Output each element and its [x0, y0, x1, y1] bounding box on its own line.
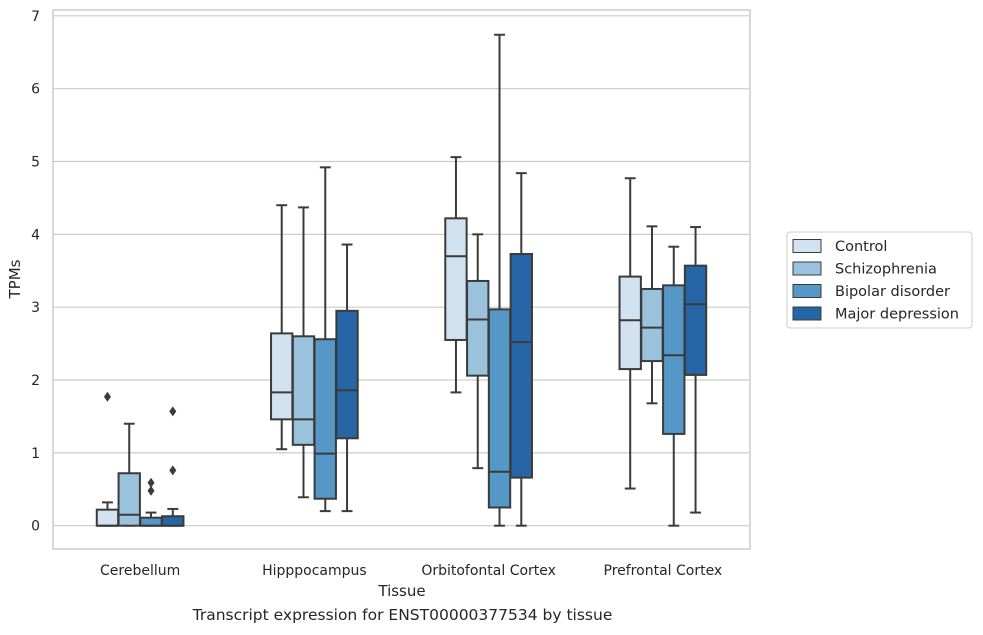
box: [95, 508, 120, 527]
box: [139, 516, 163, 527]
box: [444, 217, 468, 341]
legend-frame: [786, 231, 973, 329]
series-control: [95, 156, 642, 527]
y-tick-label: 2: [31, 373, 40, 389]
box: [270, 332, 294, 421]
y-tick-label: 3: [31, 300, 40, 316]
legend-swatch: [792, 239, 822, 253]
box: [487, 308, 512, 509]
y-gridlines: [53, 15, 750, 527]
outlier-point: [147, 485, 155, 496]
x-axis-label: Tissue: [377, 582, 425, 600]
y-tick-label: 5: [31, 155, 40, 171]
legend-label: Control: [835, 239, 887, 255]
x-tick-label: Cerebellum: [100, 563, 180, 579]
series-major-depression: [161, 172, 708, 527]
box: [161, 515, 185, 527]
y-tick-label: 4: [31, 227, 40, 243]
box: [335, 309, 359, 440]
y-tick-label: 7: [31, 9, 40, 25]
x-tick-labels: Cerebellum Hipppocampus Orbitofontal Corte…: [100, 563, 722, 579]
legend-swatch: [792, 261, 822, 276]
box: [509, 253, 533, 479]
legend-label: Bipolar disorder: [835, 284, 950, 300]
legend-swatch: [792, 284, 822, 298]
series-schizophrenia: [117, 206, 664, 527]
box: [640, 287, 664, 363]
y-tick-label: 0: [31, 519, 40, 535]
box: [466, 279, 490, 377]
box-plot-chart: 0 1 2 3 4 5 6 7 Cerebellum Hipppocampus Orbitofon…: [6, 9, 973, 600]
box: [683, 264, 708, 376]
chart-caption: Transcript expression for ENST0000037753…: [192, 606, 613, 624]
y-tick-label: 6: [31, 82, 40, 98]
box: [117, 472, 141, 527]
outlier-point: [169, 406, 177, 417]
y-tick-labels: 0 1 2 3 4 5 6 7: [31, 9, 40, 535]
outlier-point: [169, 465, 177, 476]
x-tick-label: Hipppocampus: [262, 563, 367, 579]
x-tick-label: Prefrontal Cortex: [604, 563, 723, 579]
plot-frame: [52, 9, 751, 550]
series-bipolar-disorder: [139, 33, 686, 527]
legend-label: Major depression: [835, 307, 959, 323]
legend: Control Schizophrenia Bipolar disorder Majo…: [786, 231, 973, 329]
box: [291, 335, 316, 446]
y-axis-label: TPMs: [6, 259, 24, 299]
outlier-point: [103, 391, 111, 402]
box: [662, 284, 686, 435]
box: [618, 275, 642, 371]
legend-label: Schizophrenia: [835, 262, 937, 278]
x-tick-label: Orbitofontal Cortex: [421, 563, 556, 579]
box-plot-series: [95, 33, 708, 527]
outlier-point: [147, 477, 155, 488]
legend-swatch: [792, 306, 822, 321]
y-tick-label: 1: [31, 446, 40, 462]
box: [313, 338, 337, 500]
